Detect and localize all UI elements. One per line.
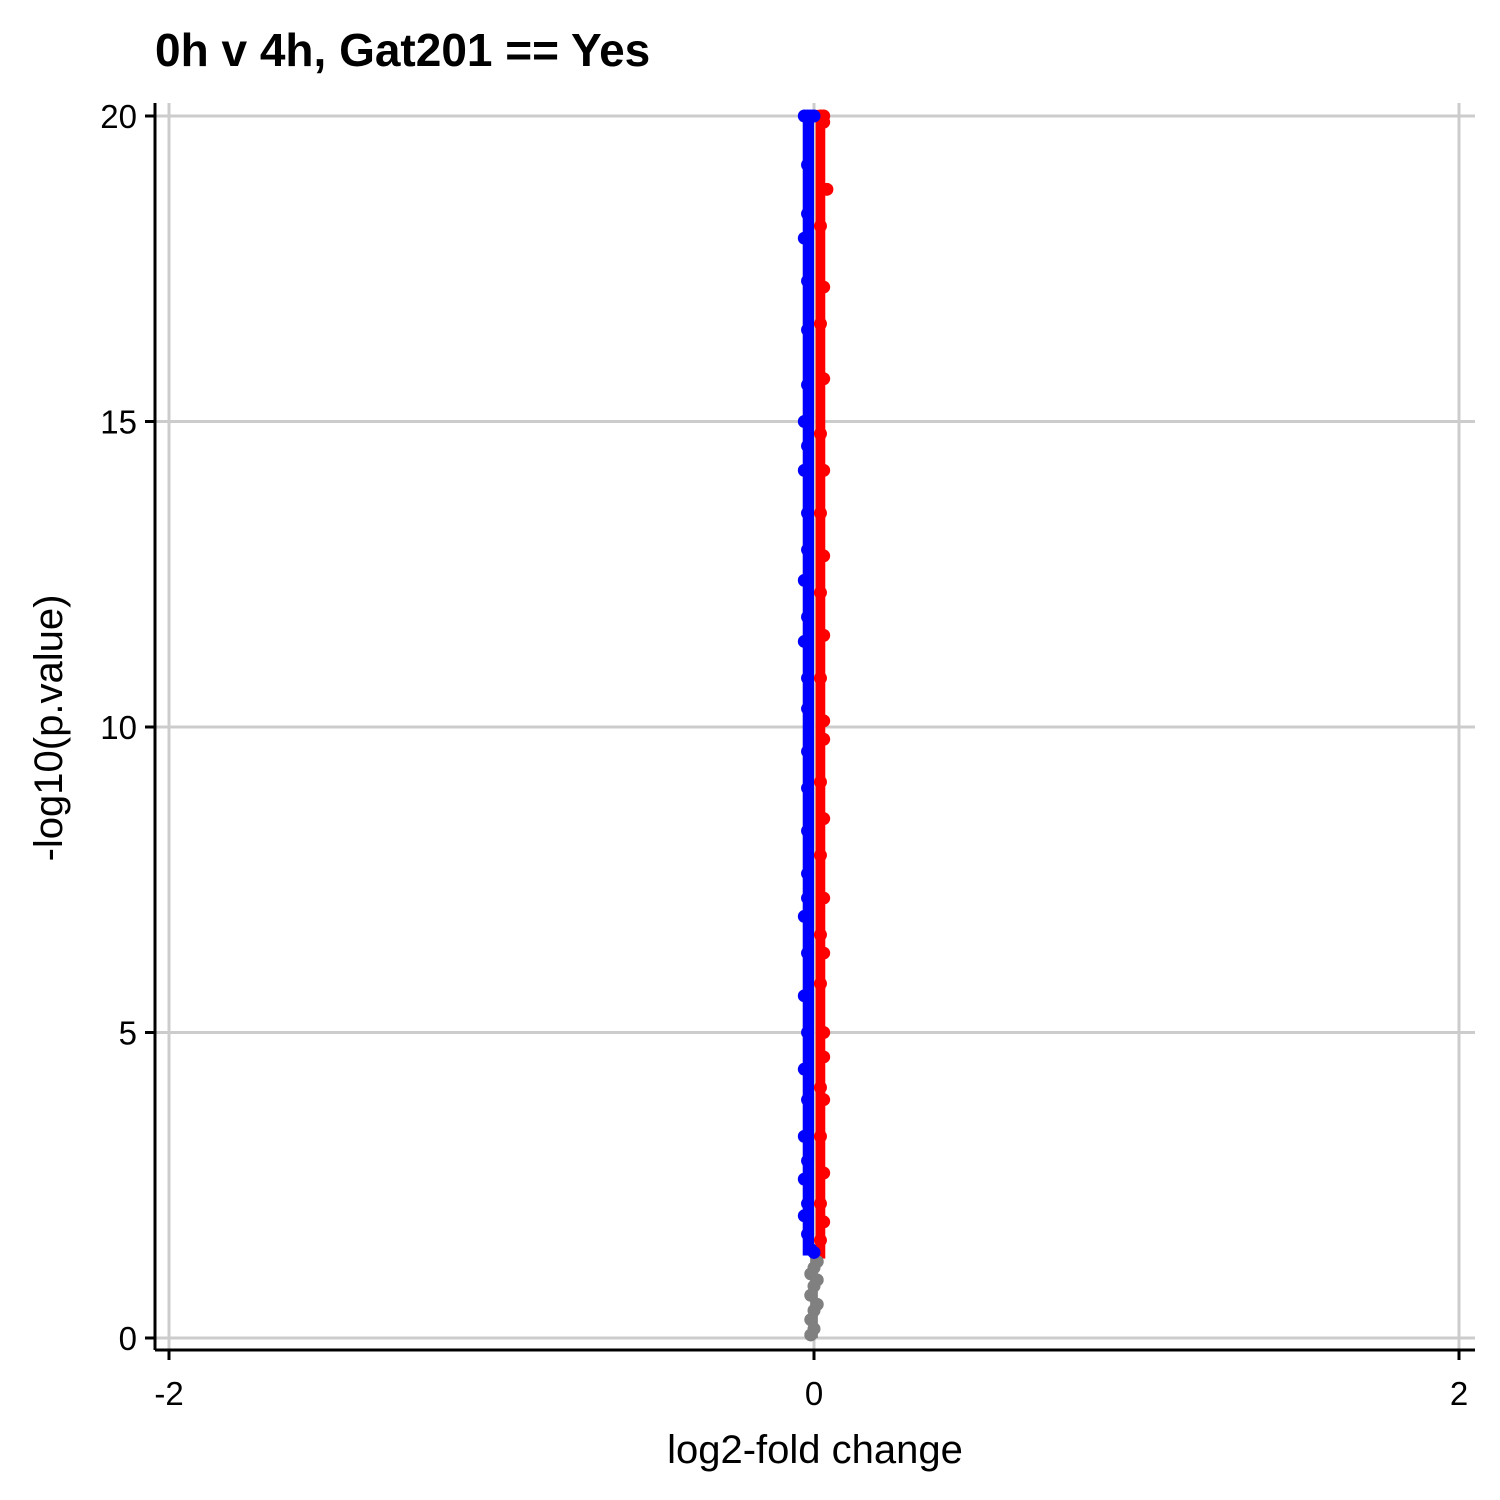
data-point	[817, 891, 831, 905]
data-point	[807, 1245, 821, 1259]
data-point	[801, 1227, 815, 1241]
y-axis-title: -log10(p.value)	[27, 595, 71, 862]
data-point	[807, 109, 821, 123]
x-tick-label: -2	[154, 1375, 183, 1412]
data-point	[817, 280, 831, 294]
data-point	[817, 732, 831, 746]
data-point	[797, 1172, 811, 1186]
data-point	[801, 439, 815, 453]
data-point	[801, 1154, 815, 1168]
data-point	[801, 946, 815, 960]
data-point	[813, 1080, 827, 1094]
data-point	[801, 378, 815, 392]
data-point	[801, 543, 815, 557]
data-point	[801, 1026, 815, 1039]
data-point	[813, 506, 827, 520]
y-tick-label: 0	[119, 1320, 137, 1357]
data-point	[817, 628, 831, 642]
data-point	[797, 989, 811, 1003]
x-axis-title: log2-fold change	[667, 1428, 963, 1472]
data-point	[797, 634, 811, 648]
y-tick-label: 20	[100, 98, 137, 135]
data-point	[813, 977, 827, 991]
data-point	[813, 219, 827, 233]
data-point	[817, 1215, 831, 1229]
data-point	[813, 1233, 827, 1247]
axis-ticks: 0 5 10 15 20 -2 0 2	[100, 98, 1468, 1412]
data-point	[813, 586, 827, 600]
y-tick-label: 10	[100, 709, 137, 746]
data-point	[801, 207, 815, 221]
data-point	[813, 775, 827, 789]
data-point	[813, 1129, 827, 1143]
y-tick-label: 15	[100, 404, 137, 441]
data-point	[797, 573, 811, 587]
data-point	[797, 909, 811, 923]
chart-title: 0h v 4h, Gat201 == Yes	[155, 24, 650, 76]
data-point	[797, 1129, 811, 1143]
data-point	[801, 781, 815, 795]
data-point	[801, 702, 815, 716]
data-point	[813, 427, 827, 441]
data-point	[797, 1062, 811, 1076]
data-point	[801, 323, 815, 337]
data-point	[817, 1093, 831, 1107]
data-point	[801, 610, 815, 624]
data-point	[801, 744, 815, 758]
data-point	[817, 1050, 831, 1064]
data-point	[817, 946, 831, 960]
y-tick-label: 5	[119, 1015, 137, 1052]
data-point	[813, 848, 827, 862]
data-point	[817, 812, 831, 826]
data-points	[797, 109, 834, 1342]
x-tick-label: 2	[1450, 1375, 1468, 1412]
data-point	[801, 671, 815, 685]
data-point	[801, 867, 815, 881]
data-point	[817, 115, 831, 129]
data-point	[813, 1197, 827, 1211]
data-point	[801, 824, 815, 838]
data-point	[810, 1297, 824, 1311]
data-point	[801, 158, 815, 172]
data-point	[801, 506, 815, 520]
data-point	[817, 372, 831, 386]
data-point	[801, 1197, 815, 1211]
data-point	[817, 549, 831, 563]
data-point	[813, 317, 827, 331]
data-point	[797, 415, 811, 428]
data-point	[801, 1093, 815, 1107]
data-point	[797, 463, 811, 477]
data-point	[820, 182, 834, 196]
data-point	[817, 463, 831, 477]
data-point	[817, 1026, 831, 1039]
x-tick-label: 0	[805, 1375, 823, 1412]
grid-lines	[155, 103, 1475, 1350]
data-point	[797, 1209, 811, 1223]
data-point	[813, 928, 827, 942]
data-point	[801, 274, 815, 288]
data-point	[797, 231, 811, 245]
data-point	[817, 1166, 831, 1180]
data-point	[817, 714, 831, 728]
data-point	[813, 671, 827, 685]
data-point	[801, 891, 815, 905]
